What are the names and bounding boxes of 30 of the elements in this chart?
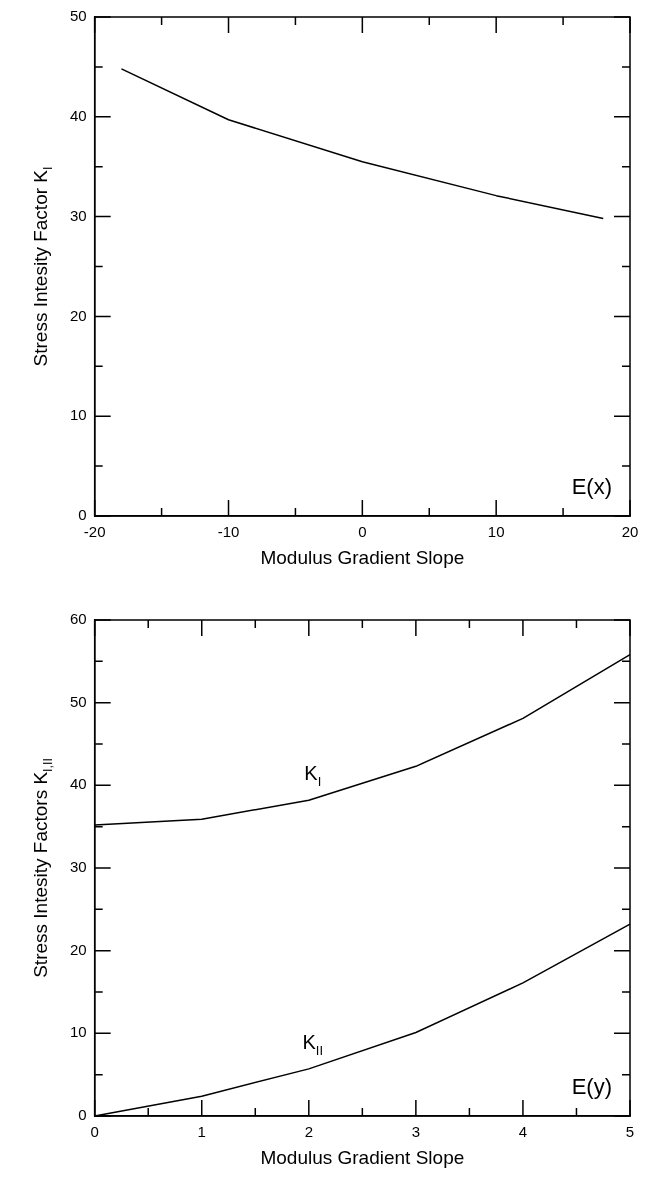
x-tick-label: 1 (197, 1123, 206, 1141)
x-axis-title: Modulus Gradient Slope (260, 1147, 465, 1168)
y-tick-label: 30 (70, 858, 87, 876)
x-tick-label: -20 (83, 523, 106, 541)
y-tick-label: 30 (70, 206, 87, 224)
y-tick-label: 10 (70, 1023, 87, 1041)
x-tick-label: 5 (625, 1123, 635, 1141)
y-tick-label: 20 (70, 306, 87, 324)
annotation: E(x) (571, 474, 612, 499)
x-tick-label: 20 (621, 523, 639, 541)
x-tick-label: 0 (358, 523, 367, 541)
y-tick-label: 60 (70, 610, 87, 628)
y-tick-label: 50 (70, 692, 87, 710)
y-tick-label: 10 (70, 406, 87, 424)
y-tick-label: 50 (70, 7, 87, 25)
y-tick-label: 0 (78, 506, 87, 524)
annotation: E(y) (571, 1074, 612, 1099)
x-tick-label: 0 (90, 1123, 99, 1141)
x-axis-title: Modulus Gradient Slope (260, 547, 465, 568)
y-axis-title: Stress Intesity Factor KI (29, 166, 56, 367)
y-axis-title: Stress Intesity Factors KI,II (29, 758, 56, 978)
x-tick-label: 4 (518, 1123, 528, 1141)
x-tick-label: 3 (411, 1123, 421, 1141)
y-tick-label: 20 (70, 940, 87, 958)
y-tick-label: 40 (70, 775, 87, 793)
y-tick-label: 40 (70, 106, 87, 124)
x-tick-label: -10 (217, 523, 240, 541)
x-tick-label: 2 (304, 1123, 313, 1141)
y-tick-label: 0 (78, 1106, 87, 1124)
x-tick-label: 10 (487, 523, 505, 541)
